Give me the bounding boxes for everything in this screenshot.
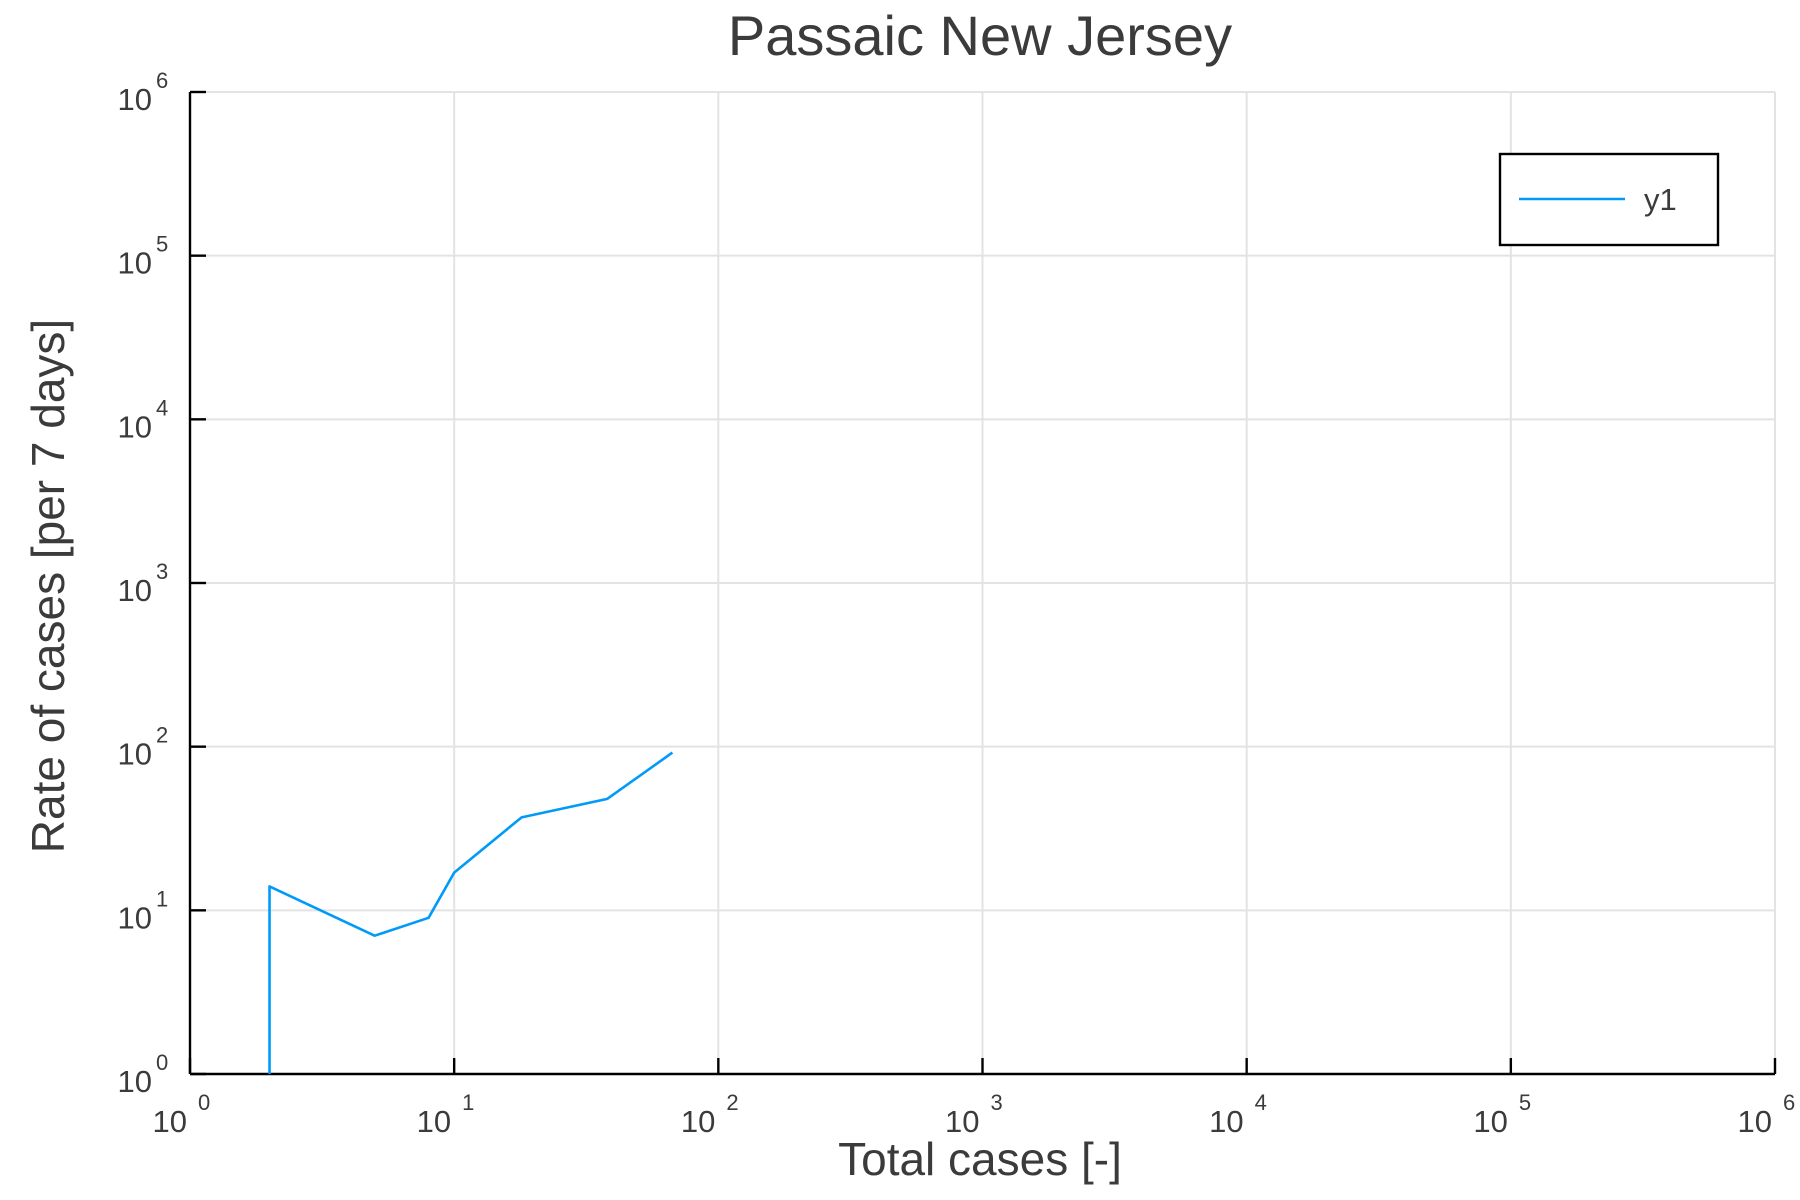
x-tick-label-1: 10 1 [417,1090,475,1139]
y-tick-exp-6: 6 [156,68,168,93]
x-tick-exp-2: 2 [726,1090,738,1115]
y-tick-exp-4: 4 [156,395,168,420]
y-tick-base-4: 10 [118,409,152,444]
legend-label-y1: y1 [1644,182,1677,217]
y-tick-label-6: 106 [118,68,169,117]
y-tick-label-1: 101 [118,886,169,935]
y-tick-base-0: 10 [118,1064,152,1099]
tick-labels: 1001011021031041051061001011021031041051… [118,68,1796,1139]
x-tick-base-1: 10 [417,1104,451,1139]
y-tick-label-2: 102 [118,723,169,772]
x-tick-exp-6: 6 [1783,1090,1795,1115]
series [268,751,674,1074]
legend: y1 [1498,152,1720,247]
x-tick-exp-5: 5 [1519,1090,1531,1115]
y-tick-base-3: 10 [118,573,152,608]
x-tick-base-0: 10 [153,1104,187,1139]
y-tick-exp-2: 2 [156,723,168,748]
x-tick-label-2: 10 2 [681,1090,739,1139]
x-tick-exp-4: 4 [1255,1090,1267,1115]
series-line-y1 [268,751,674,1074]
y-tick-exp-3: 3 [156,559,168,584]
y-tick-label-4: 104 [118,395,169,444]
y-tick-label-5: 105 [118,232,169,281]
x-tick-base-3: 10 [945,1104,979,1139]
x-tick-base-5: 10 [1473,1104,1507,1139]
y-tick-base-1: 10 [118,900,152,935]
x-tick-base-6: 10 [1738,1104,1772,1139]
axes [188,90,1777,1076]
y-tick-label-3: 103 [118,559,169,608]
x-tick-base-4: 10 [1209,1104,1243,1139]
y-axis-label: Rate of cases [per 7 days] [22,319,74,853]
y-tick-base-2: 10 [118,737,152,772]
x-tick-exp-3: 3 [991,1090,1003,1115]
x-tick-exp-1: 1 [462,1090,474,1115]
x-tick-label-6: 10 6 [1738,1090,1796,1139]
y-tick-base-5: 10 [118,246,152,281]
y-tick-exp-0: 0 [156,1050,168,1075]
y-tick-exp-1: 1 [156,886,168,911]
x-tick-base-2: 10 [681,1104,715,1139]
x-tick-label-5: 10 5 [1473,1090,1531,1139]
x-tick-label-0: 10 0 [153,1090,211,1139]
x-tick-label-4: 10 4 [1209,1090,1267,1139]
y-tick-base-6: 10 [118,82,152,117]
y-tick-exp-5: 5 [156,232,168,257]
x-tick-exp-0: 0 [198,1090,210,1115]
x-tick-label-3: 10 3 [945,1090,1003,1139]
y-tick-label-0: 100 [118,1050,169,1099]
chart-title: Passaic New Jersey [728,4,1232,67]
x-axis-label: Total cases [-] [838,1133,1122,1185]
